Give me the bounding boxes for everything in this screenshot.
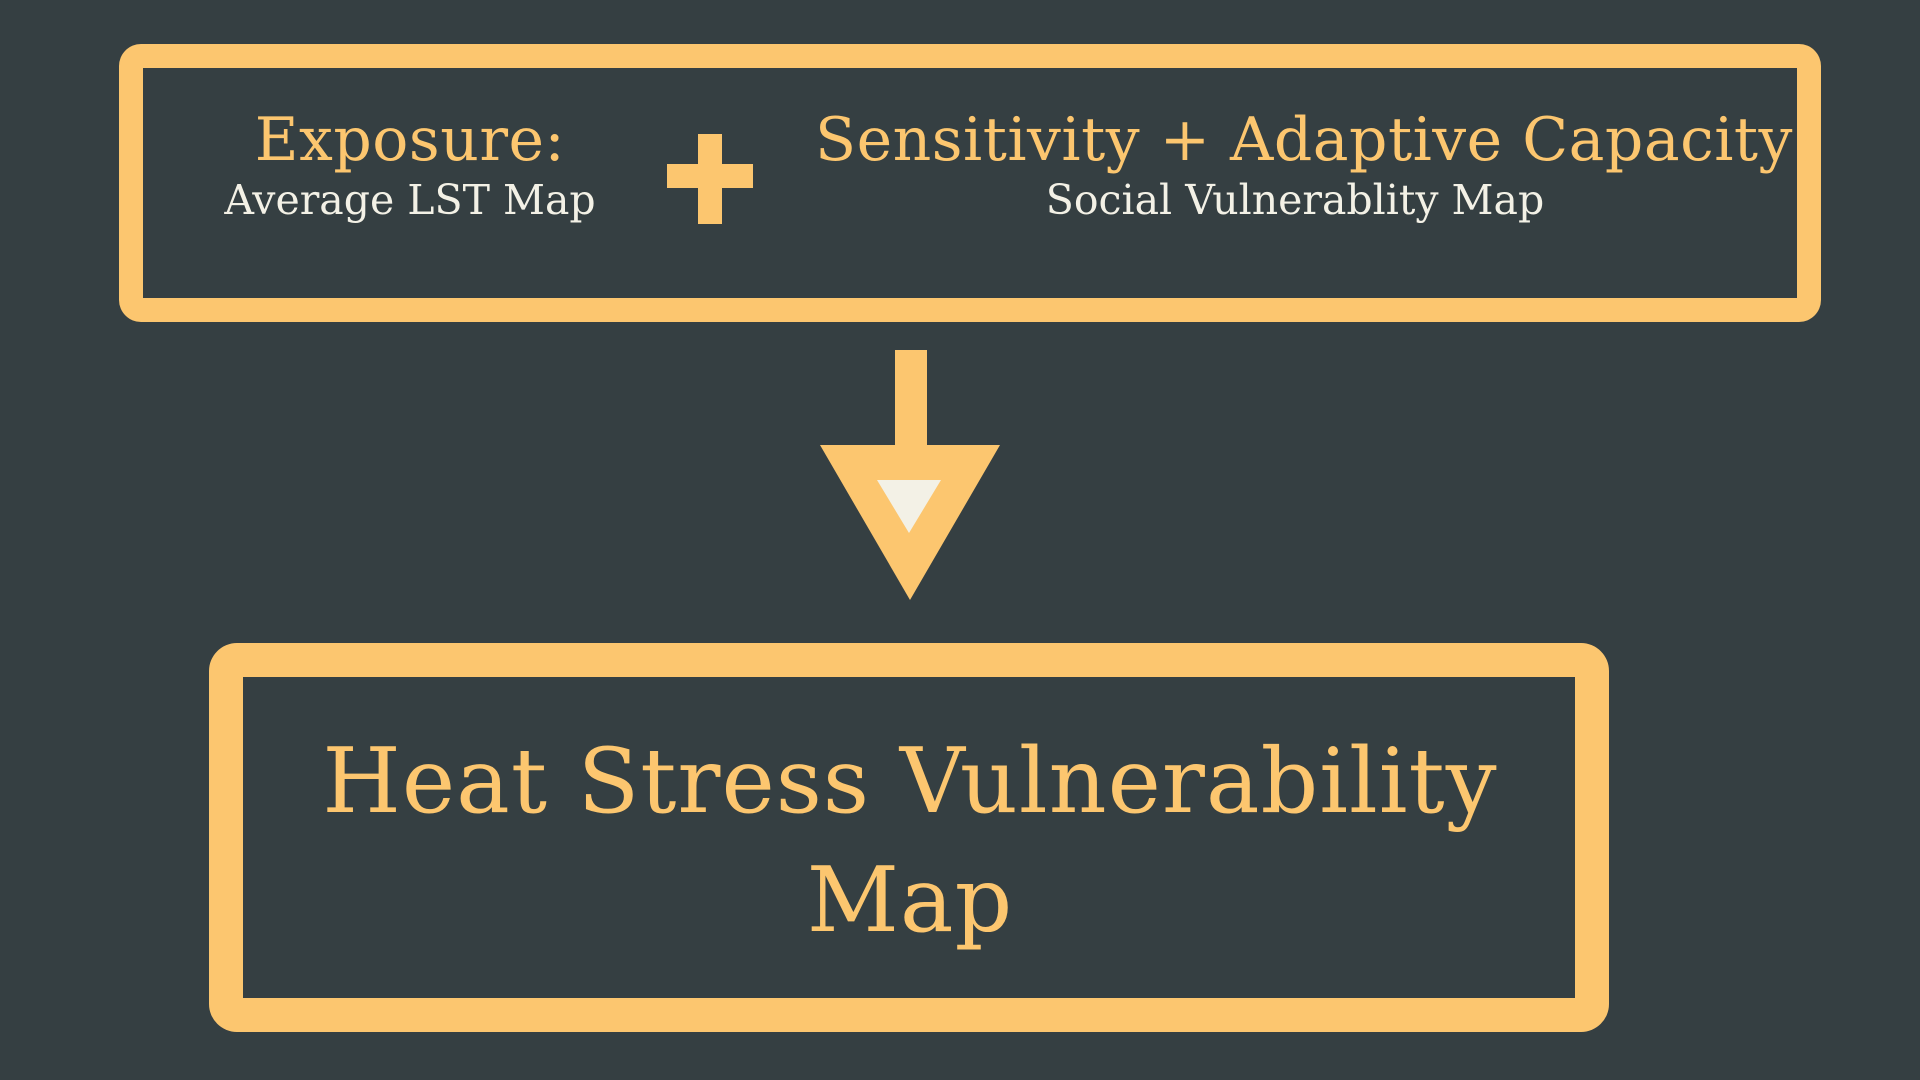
result-title: Heat Stress Vulnerability Map — [300, 722, 1520, 960]
sensitivity-label-group: Sensitivity + Adaptive Capacity: Social … — [815, 104, 1814, 228]
result-title-line-1: Heat Stress Vulnerability — [322, 729, 1498, 834]
exposure-heading: Exposure: — [254, 105, 566, 175]
result-box — [209, 643, 1609, 1032]
sensitivity-heading: Sensitivity + Adaptive Capacity: — [815, 105, 1814, 175]
sensitivity-subtitle: Social Vulnerablity Map — [1045, 176, 1545, 224]
result-title-line-2: Map — [806, 848, 1014, 953]
exposure-label-group: Exposure: Average LST Map — [205, 104, 615, 228]
exposure-subtitle: Average LST Map — [224, 176, 596, 224]
inputs-box — [119, 44, 1821, 322]
